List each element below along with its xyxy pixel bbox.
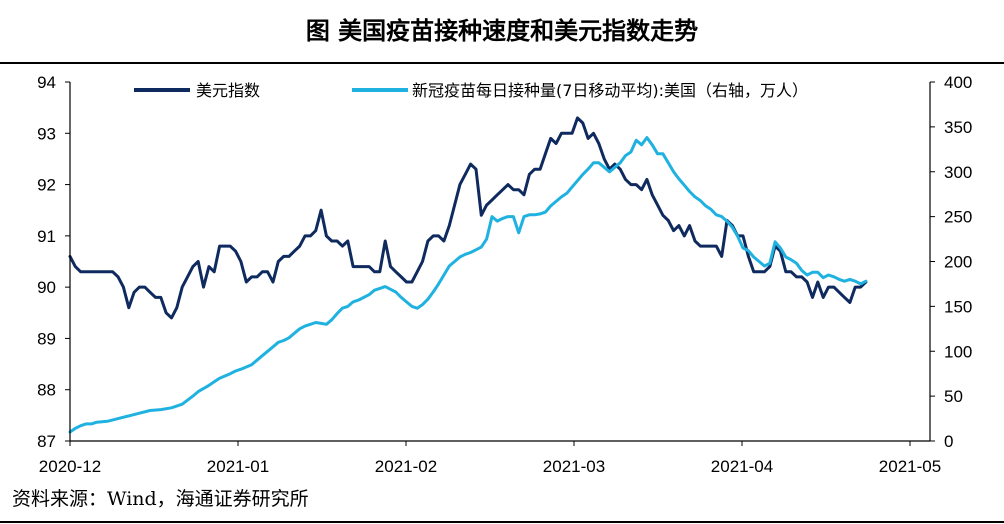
legend: 美元指数 新冠疫苗每日接种量(7日移动平均):美国（右轴，万人） [134, 81, 808, 100]
x-tick-label: 2021-01 [207, 457, 269, 476]
x-tick-label: 2020-12 [39, 457, 101, 476]
left-tick-label: 88 [37, 381, 56, 400]
x-tick-label: 2021-03 [543, 457, 605, 476]
x-tick-label: 2021-05 [879, 457, 941, 476]
right-tick-label: 200 [944, 253, 972, 272]
legend-label-usd: 美元指数 [196, 81, 260, 100]
right-tick-label: 400 [944, 73, 972, 92]
right-tick-label: 250 [944, 208, 972, 227]
x-tick-label: 2021-04 [711, 457, 773, 476]
right-tick-label: 100 [944, 342, 972, 361]
right-tick-label: 150 [944, 297, 972, 316]
axes: 87 88 89 90 91 92 93 94 0 50 100 150 200 250 300 350 400… [37, 73, 972, 476]
left-tick-label: 90 [37, 278, 56, 297]
chart: 87 88 89 90 91 92 93 94 0 50 100 150 200 250 300 350 400… [37, 73, 972, 476]
figure-title: 图 美国疫苗接种速度和美元指数走势 [305, 16, 699, 45]
plot-area [68, 116, 868, 434]
legend-label-vaccination: 新冠疫苗每日接种量(7日移动平均):美国（右轴，万人） [412, 81, 808, 100]
left-tick-label: 94 [37, 73, 56, 92]
left-tick-label: 87 [37, 432, 56, 451]
title-divider [0, 62, 1004, 64]
left-tick-label: 91 [37, 227, 56, 246]
right-tick-label: 0 [944, 432, 953, 451]
right-tick-label: 350 [944, 118, 972, 137]
right-tick-label: 300 [944, 163, 972, 182]
bottom-divider [0, 521, 1004, 523]
left-tick-label: 92 [37, 176, 56, 195]
left-tick-label: 93 [37, 124, 56, 143]
right-tick-label: 50 [944, 387, 963, 406]
source-note: 资料来源：Wind，海通证券研究所 [12, 488, 309, 510]
x-tick-label: 2021-02 [375, 457, 437, 476]
left-tick-label: 89 [37, 329, 56, 348]
usd-index-line [68, 116, 868, 320]
vaccination-line [68, 136, 868, 434]
